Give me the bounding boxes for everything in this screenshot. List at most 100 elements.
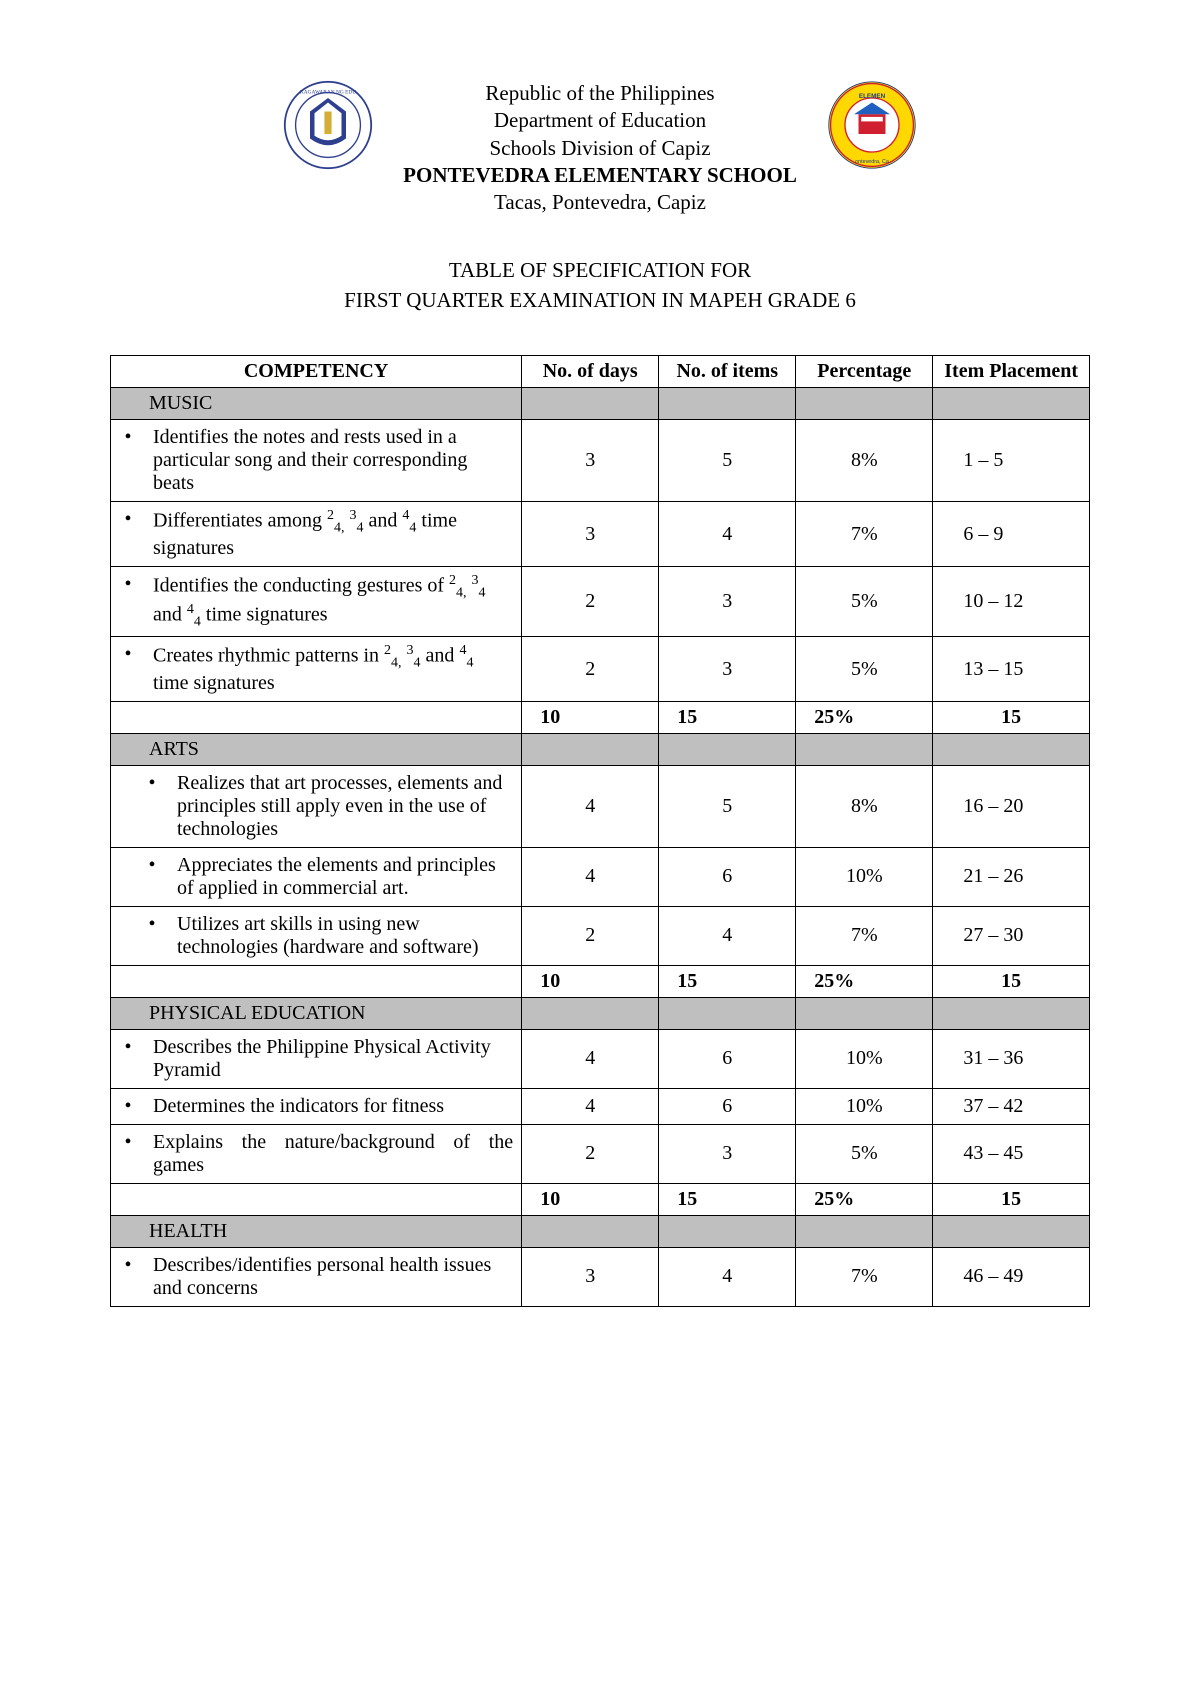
- section-music: MUSIC: [111, 388, 1090, 420]
- competency-text: Identifies the notes and rests used in a…: [153, 426, 513, 495]
- title-line-2: FIRST QUARTER EXAMINATION IN MAPEH GRADE…: [110, 286, 1090, 315]
- cell-place: 15: [933, 1183, 1090, 1215]
- cell-days: 10: [522, 1183, 659, 1215]
- cell-place: 15: [933, 965, 1090, 997]
- section-label-arts: ARTS: [119, 738, 513, 761]
- bullet-icon: •: [119, 573, 137, 596]
- cell-days: 10: [522, 701, 659, 733]
- cell-pct: 25%: [796, 965, 933, 997]
- svg-text:ontevedra, Ca: ontevedra, Ca: [855, 159, 889, 165]
- title-line-1: TABLE OF SPECIFICATION FOR: [110, 256, 1090, 285]
- cell-items: 6: [659, 1029, 796, 1088]
- cell-days: 3: [522, 420, 659, 502]
- cell-items: 3: [659, 1124, 796, 1183]
- cell-days: 3: [522, 1247, 659, 1306]
- svg-text:ELEMEN: ELEMEN: [859, 93, 886, 100]
- header-text-block: Republic of the Philippines Department o…: [403, 80, 797, 216]
- cell-pct: 5%: [796, 566, 933, 636]
- cell-items: 4: [659, 502, 796, 567]
- section-health: HEALTH: [111, 1215, 1090, 1247]
- bullet-icon: •: [119, 1036, 137, 1059]
- school-address: Tacas, Pontevedra, Capiz: [403, 189, 797, 216]
- cell-place: 15: [933, 701, 1090, 733]
- bullet-icon: •: [119, 1254, 137, 1277]
- cell-pct: 7%: [796, 502, 933, 567]
- cell-items: 6: [659, 847, 796, 906]
- cell-place: 6 – 9: [933, 502, 1090, 567]
- cell-place: 21 – 26: [933, 847, 1090, 906]
- competency-text: Explains the nature/background of the ga…: [153, 1131, 513, 1177]
- bullet-icon: •: [119, 1131, 137, 1154]
- table-row: • Explains the nature/background of the g…: [111, 1124, 1090, 1183]
- table-row: • Creates rhythmic patterns in 24, 34 and…: [111, 637, 1090, 702]
- section-label-music: MUSIC: [119, 392, 513, 415]
- bullet-icon: •: [119, 508, 137, 531]
- cell-items: 4: [659, 906, 796, 965]
- cell-pct: 10%: [796, 1029, 933, 1088]
- cell-days: 2: [522, 906, 659, 965]
- cell-days: 4: [522, 1088, 659, 1124]
- section-label-pe: PHYSICAL EDUCATION: [119, 1002, 513, 1025]
- table-row: •Appreciates the elements and principles…: [111, 847, 1090, 906]
- cell-days: 10: [522, 965, 659, 997]
- cell-place: 31 – 36: [933, 1029, 1090, 1088]
- cell-place: 10 – 12: [933, 566, 1090, 636]
- cell-items: 3: [659, 637, 796, 702]
- header-line-1: Republic of the Philippines: [403, 80, 797, 107]
- cell-days: 2: [522, 637, 659, 702]
- competency-text: Identifies the conducting gestures of 24…: [153, 573, 513, 630]
- cell-days: 3: [522, 502, 659, 567]
- competency-text: Utilizes art skills in using new technol…: [177, 913, 513, 959]
- header-line-2: Department of Education: [403, 107, 797, 134]
- table-row: • Describes the Philippine Physical Activ…: [111, 1029, 1090, 1088]
- bullet-icon: •: [143, 772, 161, 795]
- document-header: KAGAWARAN NG EDU Republic of the Philipp…: [110, 80, 1090, 216]
- cell-place: 46 – 49: [933, 1247, 1090, 1306]
- subtotal-row: 10 15 25% 15: [111, 1183, 1090, 1215]
- table-row: • Determines the indicators for fitness 4…: [111, 1088, 1090, 1124]
- table-row: • Differentiates among 24, 34 and 44 time…: [111, 502, 1090, 567]
- subtotal-row: 10 15 25% 15: [111, 701, 1090, 733]
- cell-items: 5: [659, 765, 796, 847]
- bullet-icon: •: [119, 1095, 137, 1118]
- cell-items: 3: [659, 566, 796, 636]
- bullet-icon: •: [119, 426, 137, 449]
- competency-text: Differentiates among 24, 34 and 44 time …: [153, 508, 513, 560]
- section-arts: ARTS: [111, 733, 1090, 765]
- cell-items: 15: [659, 965, 796, 997]
- col-competency: COMPETENCY: [111, 356, 522, 388]
- subtotal-row: 10 15 25% 15: [111, 965, 1090, 997]
- cell-items: 6: [659, 1088, 796, 1124]
- competency-text: Describes the Philippine Physical Activi…: [153, 1036, 513, 1082]
- cell-pct: 5%: [796, 637, 933, 702]
- table-header-row: COMPETENCY No. of days No. of items Perc…: [111, 356, 1090, 388]
- cell-place: 13 – 15: [933, 637, 1090, 702]
- cell-days: 4: [522, 1029, 659, 1088]
- cell-pct: 7%: [796, 906, 933, 965]
- section-label-health: HEALTH: [119, 1220, 513, 1243]
- competency-text: Creates rhythmic patterns in 24, 34 and …: [153, 643, 513, 695]
- cell-days: 4: [522, 847, 659, 906]
- deped-logo-left: KAGAWARAN NG EDU: [283, 80, 373, 170]
- col-days: No. of days: [522, 356, 659, 388]
- school-logo-right: ELEMEN ontevedra, Ca: [827, 80, 917, 170]
- cell-place: 1 – 5: [933, 420, 1090, 502]
- col-percentage: Percentage: [796, 356, 933, 388]
- cell-pct: 10%: [796, 1088, 933, 1124]
- header-line-3: Schools Division of Capiz: [403, 135, 797, 162]
- bullet-icon: •: [119, 643, 137, 666]
- cell-days: 2: [522, 1124, 659, 1183]
- cell-items: 5: [659, 420, 796, 502]
- cell-pct: 5%: [796, 1124, 933, 1183]
- competency-text: Describes/identifies personal health iss…: [153, 1254, 513, 1300]
- school-name: PONTEVEDRA ELEMENTARY SCHOOL: [403, 162, 797, 189]
- col-items: No. of items: [659, 356, 796, 388]
- cell-pct: 8%: [796, 420, 933, 502]
- cell-days: 2: [522, 566, 659, 636]
- cell-days: 4: [522, 765, 659, 847]
- competency-text: Realizes that art processes, elements an…: [177, 772, 513, 841]
- cell-pct: 25%: [796, 701, 933, 733]
- cell-place: 16 – 20: [933, 765, 1090, 847]
- competency-text: Determines the indicators for fitness: [153, 1095, 513, 1118]
- svg-text:KAGAWARAN NG EDU: KAGAWARAN NG EDU: [300, 90, 356, 96]
